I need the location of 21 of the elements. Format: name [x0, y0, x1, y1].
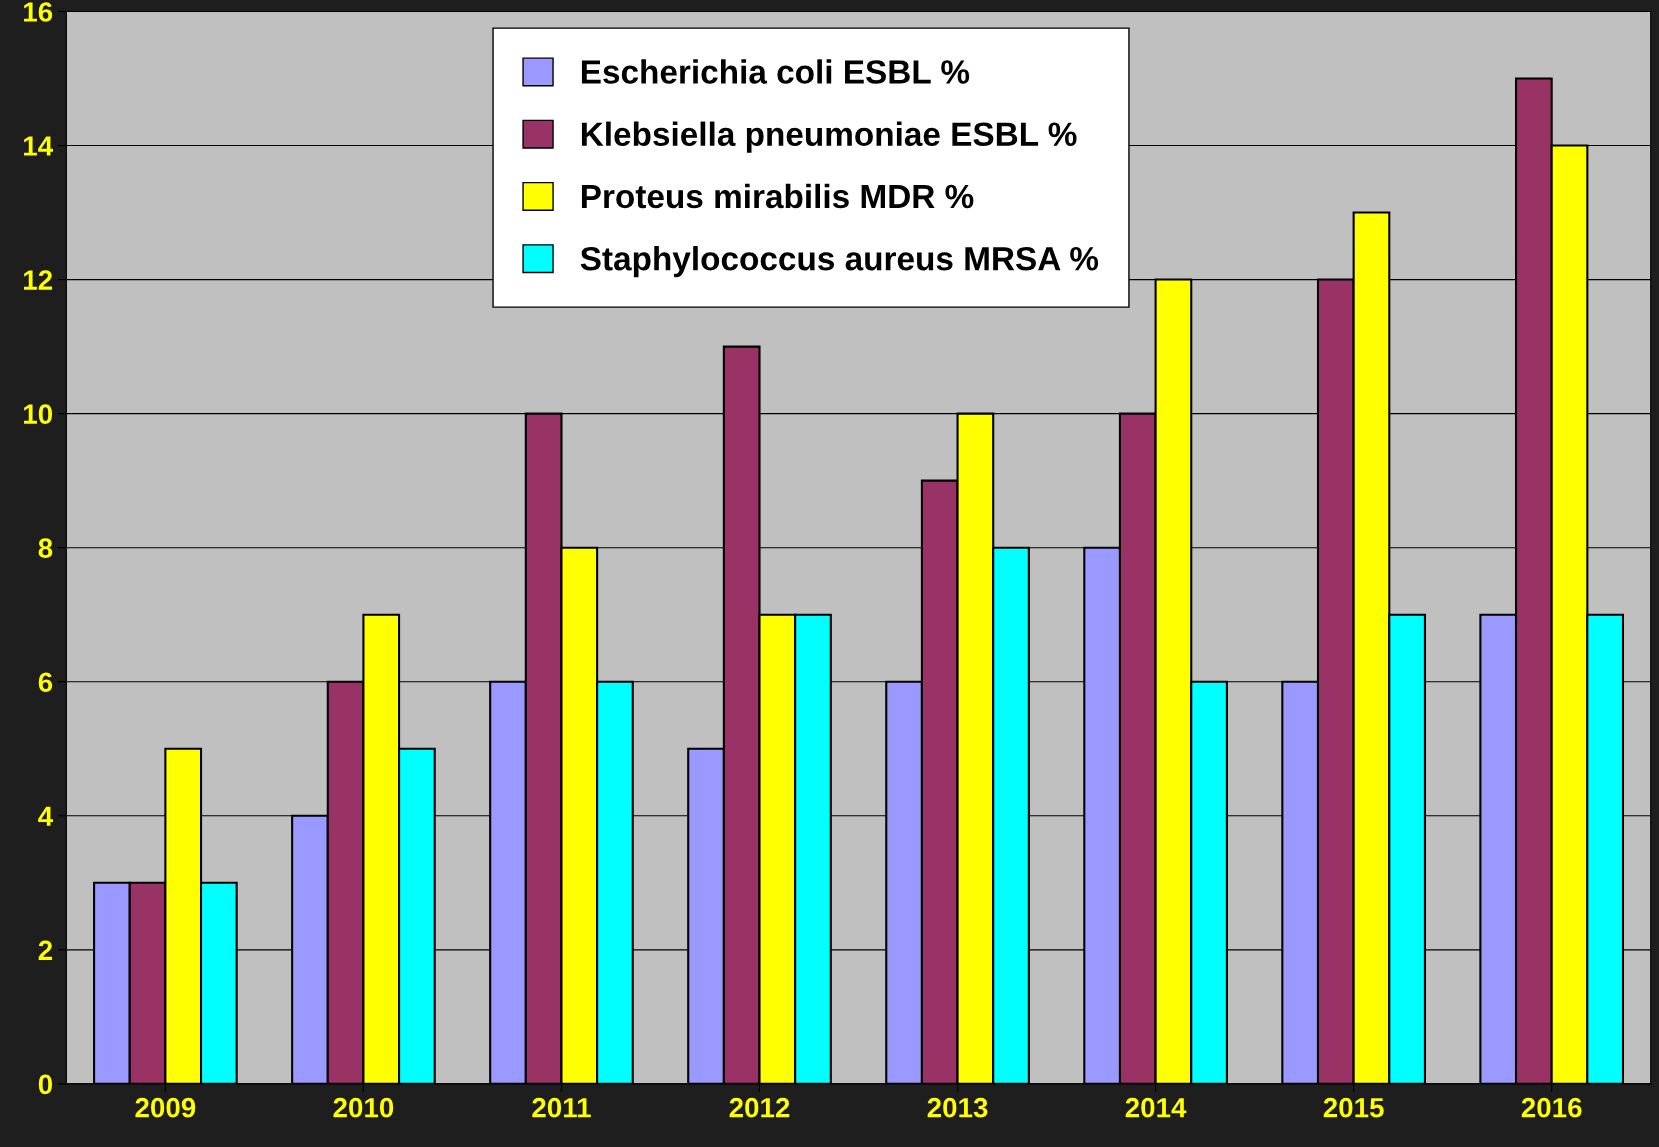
legend-label: Klebsiella pneumoniae ESBL %: [581, 121, 1077, 153]
legend-label: Proteus mirabilis MDR %: [581, 183, 974, 209]
x-tick-label: 2015: [1323, 1097, 1384, 1118]
y-tick-label: 4: [38, 806, 54, 826]
x-tick-label: 2012: [729, 1097, 790, 1118]
x-tick-label: 2010: [333, 1097, 394, 1118]
x-tick-label: 2009: [135, 1097, 196, 1118]
y-tick-label: 8: [38, 538, 53, 559]
legend-label: Escherichia coli ESBL %: [581, 59, 970, 84]
x-tick-label: 2013: [927, 1097, 988, 1118]
y-tick-label: 6: [38, 672, 53, 693]
x-tick-label: 2011: [532, 1097, 591, 1118]
y-tick-label: 2: [38, 940, 53, 960]
legend-label: Staphylococcus aureus MRSA %: [580, 246, 1099, 278]
y-tick-label: 10: [24, 404, 53, 424]
x-tick-label: 2016: [1521, 1097, 1582, 1118]
y-tick-label: 16: [24, 2, 53, 22]
x-tick-label: 2014: [1125, 1097, 1187, 1118]
y-tick-label: 0: [38, 1074, 53, 1095]
y-tick-label: 14: [24, 136, 54, 156]
y-tick-label: 12: [24, 270, 53, 290]
